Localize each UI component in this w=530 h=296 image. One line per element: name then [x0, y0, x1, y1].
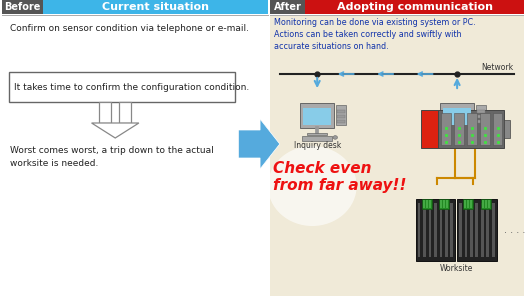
FancyBboxPatch shape: [119, 102, 131, 123]
FancyBboxPatch shape: [459, 203, 462, 257]
FancyBboxPatch shape: [418, 203, 420, 257]
Text: Monitoring can be done via existing system or PC.
Actions can be taken correctly: Monitoring can be done via existing syst…: [274, 18, 475, 51]
Text: Adopting communication: Adopting communication: [337, 2, 493, 12]
FancyBboxPatch shape: [434, 203, 437, 257]
FancyBboxPatch shape: [429, 203, 431, 257]
FancyBboxPatch shape: [481, 203, 484, 257]
FancyBboxPatch shape: [467, 200, 469, 208]
FancyBboxPatch shape: [426, 200, 428, 208]
FancyBboxPatch shape: [467, 113, 477, 145]
FancyBboxPatch shape: [454, 113, 464, 145]
Ellipse shape: [473, 136, 478, 139]
FancyBboxPatch shape: [477, 120, 485, 123]
FancyBboxPatch shape: [337, 110, 345, 113]
FancyBboxPatch shape: [482, 200, 484, 208]
FancyBboxPatch shape: [443, 107, 471, 125]
FancyArrow shape: [238, 119, 280, 169]
FancyBboxPatch shape: [488, 200, 490, 208]
FancyBboxPatch shape: [439, 203, 442, 257]
Text: Before: Before: [4, 2, 41, 12]
FancyBboxPatch shape: [423, 203, 426, 257]
FancyBboxPatch shape: [270, 0, 305, 14]
FancyBboxPatch shape: [307, 133, 327, 135]
FancyBboxPatch shape: [337, 120, 345, 123]
FancyBboxPatch shape: [481, 199, 491, 209]
FancyBboxPatch shape: [2, 0, 268, 296]
Text: Worksite: Worksite: [439, 264, 473, 273]
FancyBboxPatch shape: [429, 200, 430, 208]
FancyBboxPatch shape: [416, 199, 455, 261]
FancyBboxPatch shape: [477, 110, 485, 113]
FancyBboxPatch shape: [303, 107, 331, 125]
FancyBboxPatch shape: [301, 103, 334, 128]
FancyBboxPatch shape: [492, 203, 494, 257]
FancyBboxPatch shape: [440, 200, 443, 208]
Text: It takes time to confirm the configuration condition.: It takes time to confirm the configurati…: [14, 83, 249, 91]
FancyBboxPatch shape: [477, 115, 485, 118]
FancyBboxPatch shape: [2, 0, 43, 14]
Text: Worst comes worst, a trip down to the actual
worksite is needed.: Worst comes worst, a trip down to the ac…: [10, 146, 214, 168]
FancyBboxPatch shape: [463, 199, 473, 209]
FancyBboxPatch shape: [442, 136, 472, 141]
FancyBboxPatch shape: [450, 203, 453, 257]
FancyBboxPatch shape: [505, 120, 510, 138]
Text: . . . .: . . . .: [505, 225, 526, 235]
FancyBboxPatch shape: [302, 136, 332, 141]
FancyBboxPatch shape: [337, 115, 345, 118]
FancyBboxPatch shape: [447, 133, 467, 135]
FancyBboxPatch shape: [464, 200, 466, 208]
Ellipse shape: [268, 146, 357, 226]
FancyBboxPatch shape: [270, 16, 524, 296]
Text: After: After: [273, 2, 302, 12]
Ellipse shape: [333, 136, 338, 139]
FancyBboxPatch shape: [476, 105, 485, 125]
FancyBboxPatch shape: [465, 203, 467, 257]
FancyBboxPatch shape: [470, 203, 473, 257]
Text: Check even
from far away!!: Check even from far away!!: [273, 161, 407, 193]
FancyBboxPatch shape: [445, 203, 448, 257]
FancyBboxPatch shape: [443, 200, 445, 208]
FancyBboxPatch shape: [470, 200, 472, 208]
Polygon shape: [92, 123, 139, 138]
FancyBboxPatch shape: [336, 105, 346, 125]
FancyBboxPatch shape: [43, 0, 268, 14]
FancyBboxPatch shape: [305, 0, 524, 14]
Text: Inquiry desk: Inquiry desk: [294, 141, 341, 150]
Text: Network: Network: [481, 63, 513, 72]
FancyBboxPatch shape: [439, 199, 449, 209]
FancyBboxPatch shape: [475, 203, 478, 257]
FancyBboxPatch shape: [480, 113, 490, 145]
FancyBboxPatch shape: [422, 200, 425, 208]
FancyBboxPatch shape: [492, 113, 502, 145]
FancyBboxPatch shape: [100, 102, 111, 123]
Text: Confirm on sensor condition via telephone or e-mail.: Confirm on sensor condition via telephon…: [10, 24, 249, 33]
FancyBboxPatch shape: [9, 72, 235, 102]
FancyBboxPatch shape: [457, 199, 497, 261]
FancyBboxPatch shape: [487, 203, 489, 257]
FancyBboxPatch shape: [485, 200, 487, 208]
FancyBboxPatch shape: [440, 103, 474, 128]
FancyBboxPatch shape: [438, 110, 505, 148]
FancyBboxPatch shape: [446, 200, 448, 208]
FancyBboxPatch shape: [441, 113, 451, 145]
Text: Current situation: Current situation: [102, 2, 209, 12]
FancyBboxPatch shape: [421, 110, 438, 148]
FancyBboxPatch shape: [422, 199, 431, 209]
